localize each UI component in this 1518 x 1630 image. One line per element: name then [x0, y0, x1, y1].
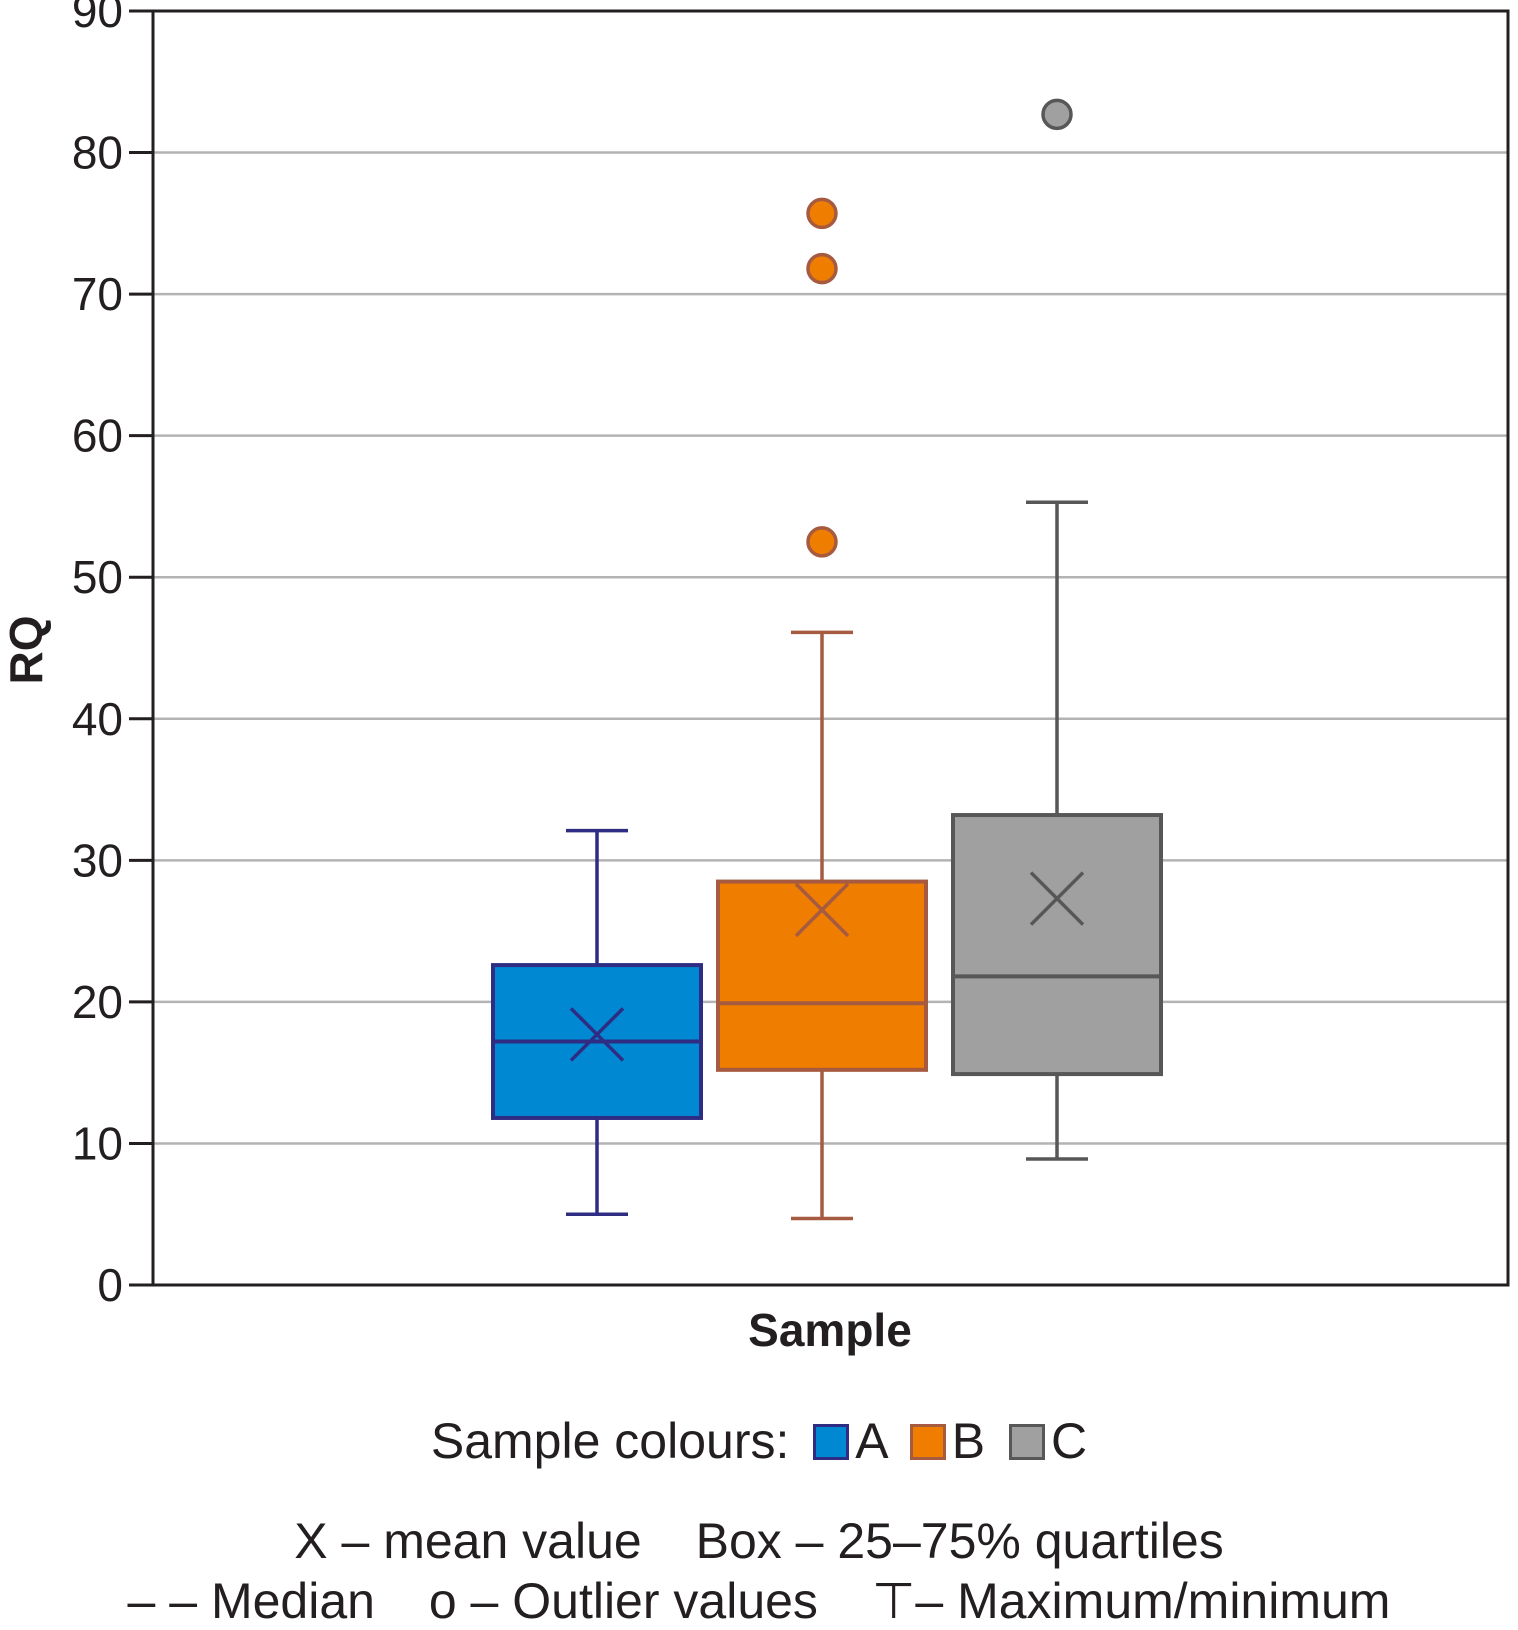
- box-b: [716, 197, 928, 1221]
- y-tick-label-40: 40: [72, 693, 123, 745]
- outlier-point: [806, 526, 838, 558]
- y-tick-label-10: 10: [72, 1117, 123, 1169]
- box-series: [491, 98, 1163, 1221]
- y-tick-label-20: 20: [72, 976, 123, 1028]
- outlier-point: [806, 252, 838, 285]
- note-maxmin: ⊤– Maximum/minimum: [871, 1573, 1391, 1629]
- note-outlier: o – Outlier values: [428, 1573, 818, 1629]
- y-tick-label-90: 90: [72, 0, 123, 37]
- outlier-point: [806, 197, 838, 230]
- y-tick-label-30: 30: [72, 834, 123, 886]
- note-box: Box – 25–75% quartiles: [695, 1513, 1224, 1569]
- y-axis-ticks: 0 10 20 30 40 50 60 70 80 90: [72, 0, 153, 1311]
- legend-prefix: Sample colours:: [430, 1413, 790, 1469]
- legend: Sample colours: A B C: [0, 1412, 1518, 1470]
- quartile-box: [951, 813, 1163, 1077]
- notes-line-2: – – Median o – Outlier values ⊤– Maximum…: [0, 1572, 1518, 1630]
- box-c: [951, 98, 1163, 1161]
- y-tick-label-80: 80: [72, 127, 123, 179]
- notes-line-1: X – mean value Box – 25–75% quartiles: [0, 1512, 1518, 1570]
- y-tick-label-50: 50: [72, 551, 123, 603]
- note-median: – – Median: [127, 1573, 375, 1629]
- y-tick-label-0: 0: [97, 1259, 123, 1311]
- mean-marker-b: [1029, 871, 1085, 926]
- box-a: [491, 828, 703, 1216]
- legend-swatch-c: [1009, 1424, 1046, 1460]
- y-axis-title: RQ: [0, 616, 52, 685]
- y-tick-label-70: 70: [72, 268, 123, 320]
- y-tick-label-60: 60: [72, 410, 123, 462]
- gridlines: [153, 151, 1508, 1145]
- x-axis-title: Sample: [748, 1304, 912, 1356]
- plot-frame: [151, 9, 1510, 1287]
- note-mean: X – mean value: [294, 1513, 642, 1569]
- quartile-box: [716, 879, 928, 1072]
- legend-swatch-b: [909, 1424, 946, 1460]
- mean-marker-b: [794, 882, 850, 938]
- legend-label-c: C: [1051, 1413, 1088, 1469]
- mean-marker-b: [569, 1007, 625, 1062]
- legend-label-b: B: [951, 1413, 986, 1469]
- box-plot-chart: 0 10 20 30 40 50 60 70 80 90 RQ Sample: [0, 0, 1510, 1356]
- legend-label-a: A: [855, 1413, 886, 1469]
- legend-swatch-a: [813, 1424, 850, 1460]
- outlier-point: [1041, 98, 1073, 131]
